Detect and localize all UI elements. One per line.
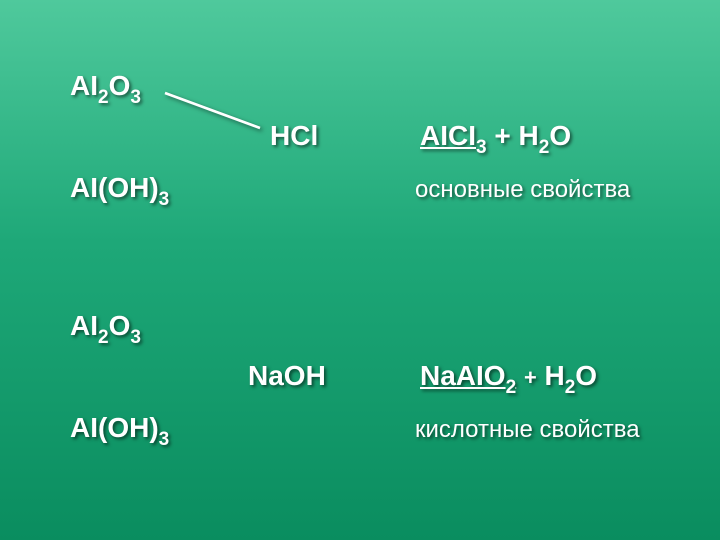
b1-caption: основные свойства xyxy=(415,176,630,204)
b2-product: NaAIO2 + H2O xyxy=(420,360,597,398)
b2-reagent: NaOH xyxy=(248,360,326,392)
b2-caption: кислотные свойства xyxy=(415,416,640,444)
b1-reactant-a: AI2O3 xyxy=(70,70,141,108)
slide-stage: AI2O3 AI(OH)3 HCl AICI3 + H2O основные с… xyxy=(0,0,720,540)
b1-product: AICI3 + H2O xyxy=(420,120,571,158)
b1-reactant-b: AI(OH)3 xyxy=(70,172,169,210)
b2-reactant-b: AI(OH)3 xyxy=(70,412,169,450)
b1-reagent: HCl xyxy=(270,120,318,152)
b2-reactant-a: AI2O3 xyxy=(70,310,141,348)
b1-arrow-1 xyxy=(165,93,260,128)
